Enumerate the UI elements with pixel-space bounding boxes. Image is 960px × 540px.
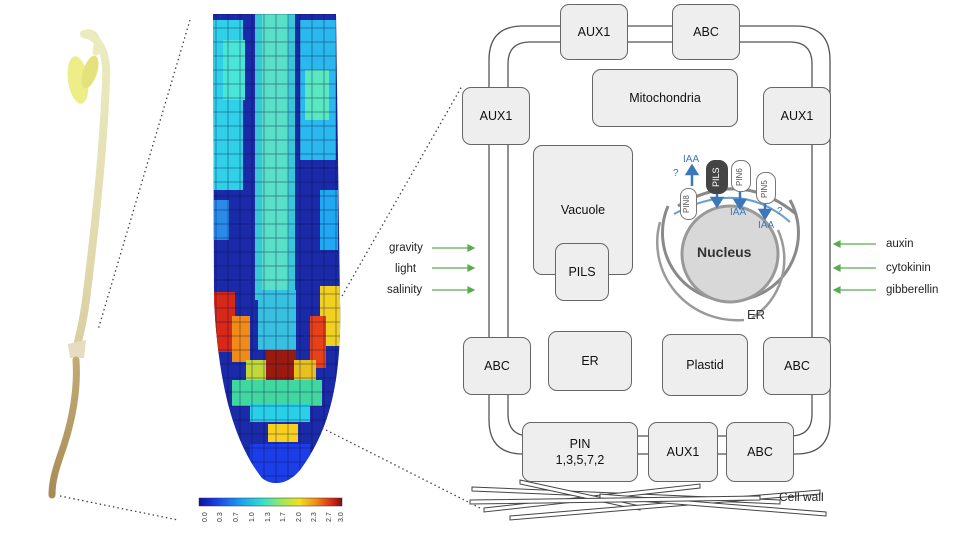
pin6-capsule: PIN6 <box>731 160 751 192</box>
colorbar-tick: 2.7 <box>326 512 333 522</box>
question-label: ? <box>673 168 679 179</box>
box-label: ABC <box>484 359 510 373</box>
aux1-right-box: AUX1 <box>763 87 831 145</box>
er-box: ER <box>548 331 632 391</box>
seedling-illustration <box>48 29 111 499</box>
pin5-label: PIN5 <box>760 180 769 198</box>
box-label: PIN <box>569 437 591 451</box>
colorbar-tick: 0.3 <box>217 512 224 522</box>
colorbar-tick: 1.7 <box>280 512 287 522</box>
question-label: ? <box>777 206 783 217</box>
box-label: ABC <box>747 445 773 459</box>
aux1-top-box: AUX1 <box>560 4 628 60</box>
stimulus-arrows <box>432 240 876 294</box>
nucleus-region <box>656 187 800 322</box>
pils-box: PILS <box>555 243 609 301</box>
pin8-capsule: PIN8 <box>680 188 697 220</box>
box-label: AUX1 <box>666 445 700 459</box>
root-tip-heatmap <box>213 14 341 484</box>
colorbar <box>198 497 343 507</box>
stimulus-label-auxin: auxin <box>886 238 914 250</box>
pin-box: PIN 1,3,5,7,2 <box>522 422 638 482</box>
nucleus-label: Nucleus <box>697 244 752 260</box>
iaa-label: IAA <box>683 154 700 165</box>
box-label: ABC <box>784 359 810 373</box>
pils-capsule: PILS <box>706 160 728 194</box>
stimulus-label-salinity: salinity <box>387 284 423 296</box>
colorbar-tick: 2.0 <box>296 512 303 522</box>
abc-right-box: ABC <box>763 337 831 395</box>
colorbar-tick: 0.7 <box>233 512 240 522</box>
box-label: Plastid <box>686 358 724 372</box>
box-label: 1,3,5,7,2 <box>555 453 605 467</box>
pin8-label: PIN8 <box>682 195 691 213</box>
colorbar-tick: 1.3 <box>265 512 272 522</box>
box-label: PILS <box>568 265 596 279</box>
abc-left-box: ABC <box>463 337 531 395</box>
connector-lines <box>59 19 481 521</box>
colorbar-tick: 1.0 <box>249 512 256 522</box>
colorbar-tick: 0.0 <box>202 512 209 522</box>
abc-top-box: ABC <box>672 4 740 60</box>
transport-arrows <box>684 163 773 221</box>
box-label: AUX1 <box>780 109 814 123</box>
colorbar-tick: 2.3 <box>311 512 318 522</box>
box-label: ABC <box>693 25 719 39</box>
stimulus-label-cytokinin: cytokinin <box>886 262 931 274</box>
er-label: ER <box>747 307 766 322</box>
plastid-box: Plastid <box>662 334 748 396</box>
box-label: Mitochondria <box>629 91 701 105</box>
colorbar-tick: 3.0 <box>338 512 345 522</box>
cell-wall-label: Cell wall <box>779 490 824 504</box>
pin6-label: PIN6 <box>735 168 744 186</box>
stimulus-label-gravity: gravity <box>389 242 423 254</box>
box-label: AUX1 <box>577 25 611 39</box>
pin5-capsule: PIN5 <box>756 172 776 204</box>
box-label: ER <box>581 354 599 368</box>
stimulus-label-light: light <box>395 263 417 275</box>
stimulus-label-gibberellin: gibberellin <box>886 284 939 296</box>
cell-wall-fibers <box>469 479 827 521</box>
pils-label: PILS <box>711 167 721 187</box>
cell-wall-outline <box>488 25 831 455</box>
mitochondria-box: Mitochondria <box>592 69 738 127</box>
iaa-label: IAA <box>758 220 775 231</box>
abc-bottom-box: ABC <box>726 422 794 482</box>
aux1-bottom-box: AUX1 <box>648 422 718 482</box>
box-label: Vacuole <box>560 203 606 217</box>
iaa-label: IAA <box>730 207 747 218</box>
aux1-left-box: AUX1 <box>462 87 530 145</box>
box-label: AUX1 <box>479 109 513 123</box>
